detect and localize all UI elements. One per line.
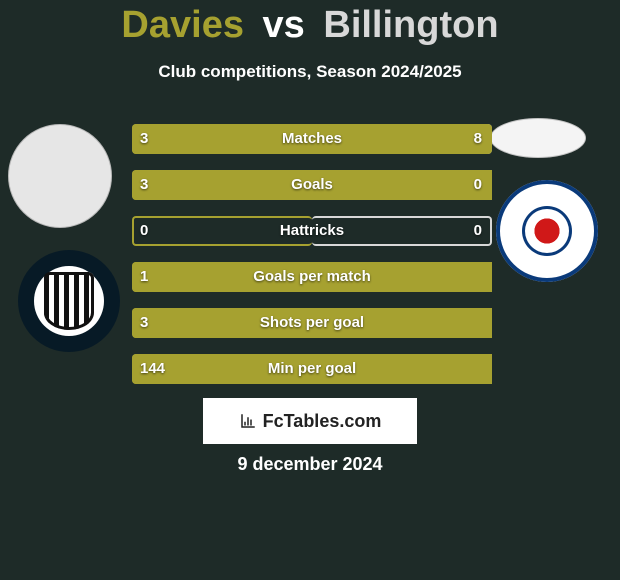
stat-row: Min per goal144: [132, 354, 492, 384]
club-crest-left: [18, 250, 120, 352]
stat-value-right: 0: [474, 170, 482, 200]
stat-label: Matches: [132, 124, 492, 154]
stat-row: Shots per goal3: [132, 308, 492, 338]
title-row: Davies vs Billington: [0, 4, 620, 47]
stat-label: Min per goal: [132, 354, 492, 384]
stat-row: Matches3 8: [132, 124, 492, 154]
stat-bars: Matches38Goals30Hattricks00Goals per mat…: [132, 124, 492, 400]
stat-row: Hattricks0 0: [132, 216, 492, 246]
chart-icon: [239, 412, 257, 430]
attribution-text: FcTables.com: [263, 411, 382, 432]
stat-value-right: 8: [474, 124, 482, 154]
stat-value-right: 0: [474, 216, 482, 246]
stat-label: Shots per goal: [132, 308, 492, 338]
stat-row: Goals3 0: [132, 170, 492, 200]
stat-label: Goals per match: [132, 262, 492, 292]
player-left-name: Davies: [121, 4, 244, 46]
stat-value-left: 144: [140, 354, 165, 384]
stat-value-left: 1: [140, 262, 148, 292]
stat-value-left: 3: [140, 170, 148, 200]
stat-value-left: 3: [140, 124, 148, 154]
stat-value-left: 3: [140, 308, 148, 338]
attribution-badge: FcTables.com: [203, 398, 417, 444]
player-right-avatar: [490, 118, 586, 158]
stat-row: Goals per match1: [132, 262, 492, 292]
club-crest-right: [496, 180, 598, 282]
vs-label: vs: [255, 4, 313, 46]
stat-value-left: 0: [140, 216, 148, 246]
player-right-name: Billington: [323, 4, 498, 46]
date-label: 9 december 2024: [0, 454, 620, 475]
player-left-avatar: [8, 124, 112, 228]
comparison-infographic: Davies vs Billington Club competitions, …: [0, 0, 620, 580]
stat-label: Hattricks: [132, 216, 492, 246]
subtitle: Club competitions, Season 2024/2025: [0, 62, 620, 82]
stat-label: Goals: [132, 170, 492, 200]
